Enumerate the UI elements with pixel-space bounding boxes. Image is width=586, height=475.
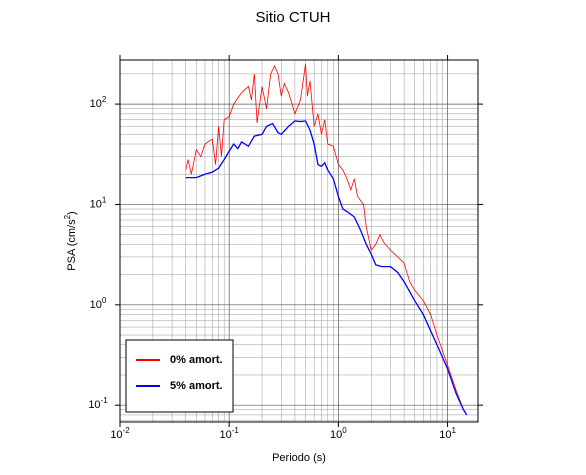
y-tick-exp: 0	[102, 296, 107, 305]
y-tick-base: 10	[90, 299, 102, 311]
x-tick-label: 10-1	[220, 426, 240, 441]
y-label-sup: 2	[63, 214, 72, 219]
plot-frame	[119, 59, 479, 423]
y-tick-label: 102	[90, 95, 107, 110]
series-line	[185, 120, 468, 416]
x-tick-exp: -2	[123, 426, 131, 435]
legend-box	[125, 339, 234, 413]
y-tick-base: 10	[88, 399, 100, 411]
y-label-text: PSA (cm/s	[66, 219, 78, 271]
plot	[185, 64, 468, 416]
y-tick-base: 10	[90, 98, 102, 110]
y-label-tail: )	[66, 211, 78, 215]
x-tick-base: 10	[220, 429, 232, 441]
x-tick-base: 10	[330, 429, 342, 441]
legend-label: 0% amort.	[170, 354, 223, 366]
x-tick-label: 100	[330, 426, 347, 441]
series-line	[185, 64, 468, 416]
x-tick-exp: 0	[342, 426, 347, 435]
x-tick-exp: 1	[451, 426, 456, 435]
legend-label: 5% amort.	[170, 380, 223, 392]
x-tick-base: 10	[110, 429, 122, 441]
legend: 0% amort. 5% amort.	[125, 339, 234, 413]
y-tick-label: 101	[90, 196, 107, 211]
y-tick-exp: -1	[101, 396, 109, 405]
y-axis-label: PSA (cm/s2)	[63, 211, 78, 270]
x-tick-label: 10-2	[110, 426, 130, 441]
y-tick-label: 10-1	[88, 396, 108, 411]
x-axis-label: Periodo (s)	[272, 452, 326, 464]
y-tick-exp: 2	[102, 95, 107, 104]
y-tick-label: 100	[90, 296, 107, 311]
y-tick-exp: 1	[102, 196, 107, 205]
y-tick-base: 10	[90, 198, 102, 210]
chart-title: Sitio CTUH	[255, 9, 330, 26]
x-tick-label: 101	[439, 426, 456, 441]
x-tick-base: 10	[439, 429, 451, 441]
x-tick-exp: -1	[232, 426, 240, 435]
